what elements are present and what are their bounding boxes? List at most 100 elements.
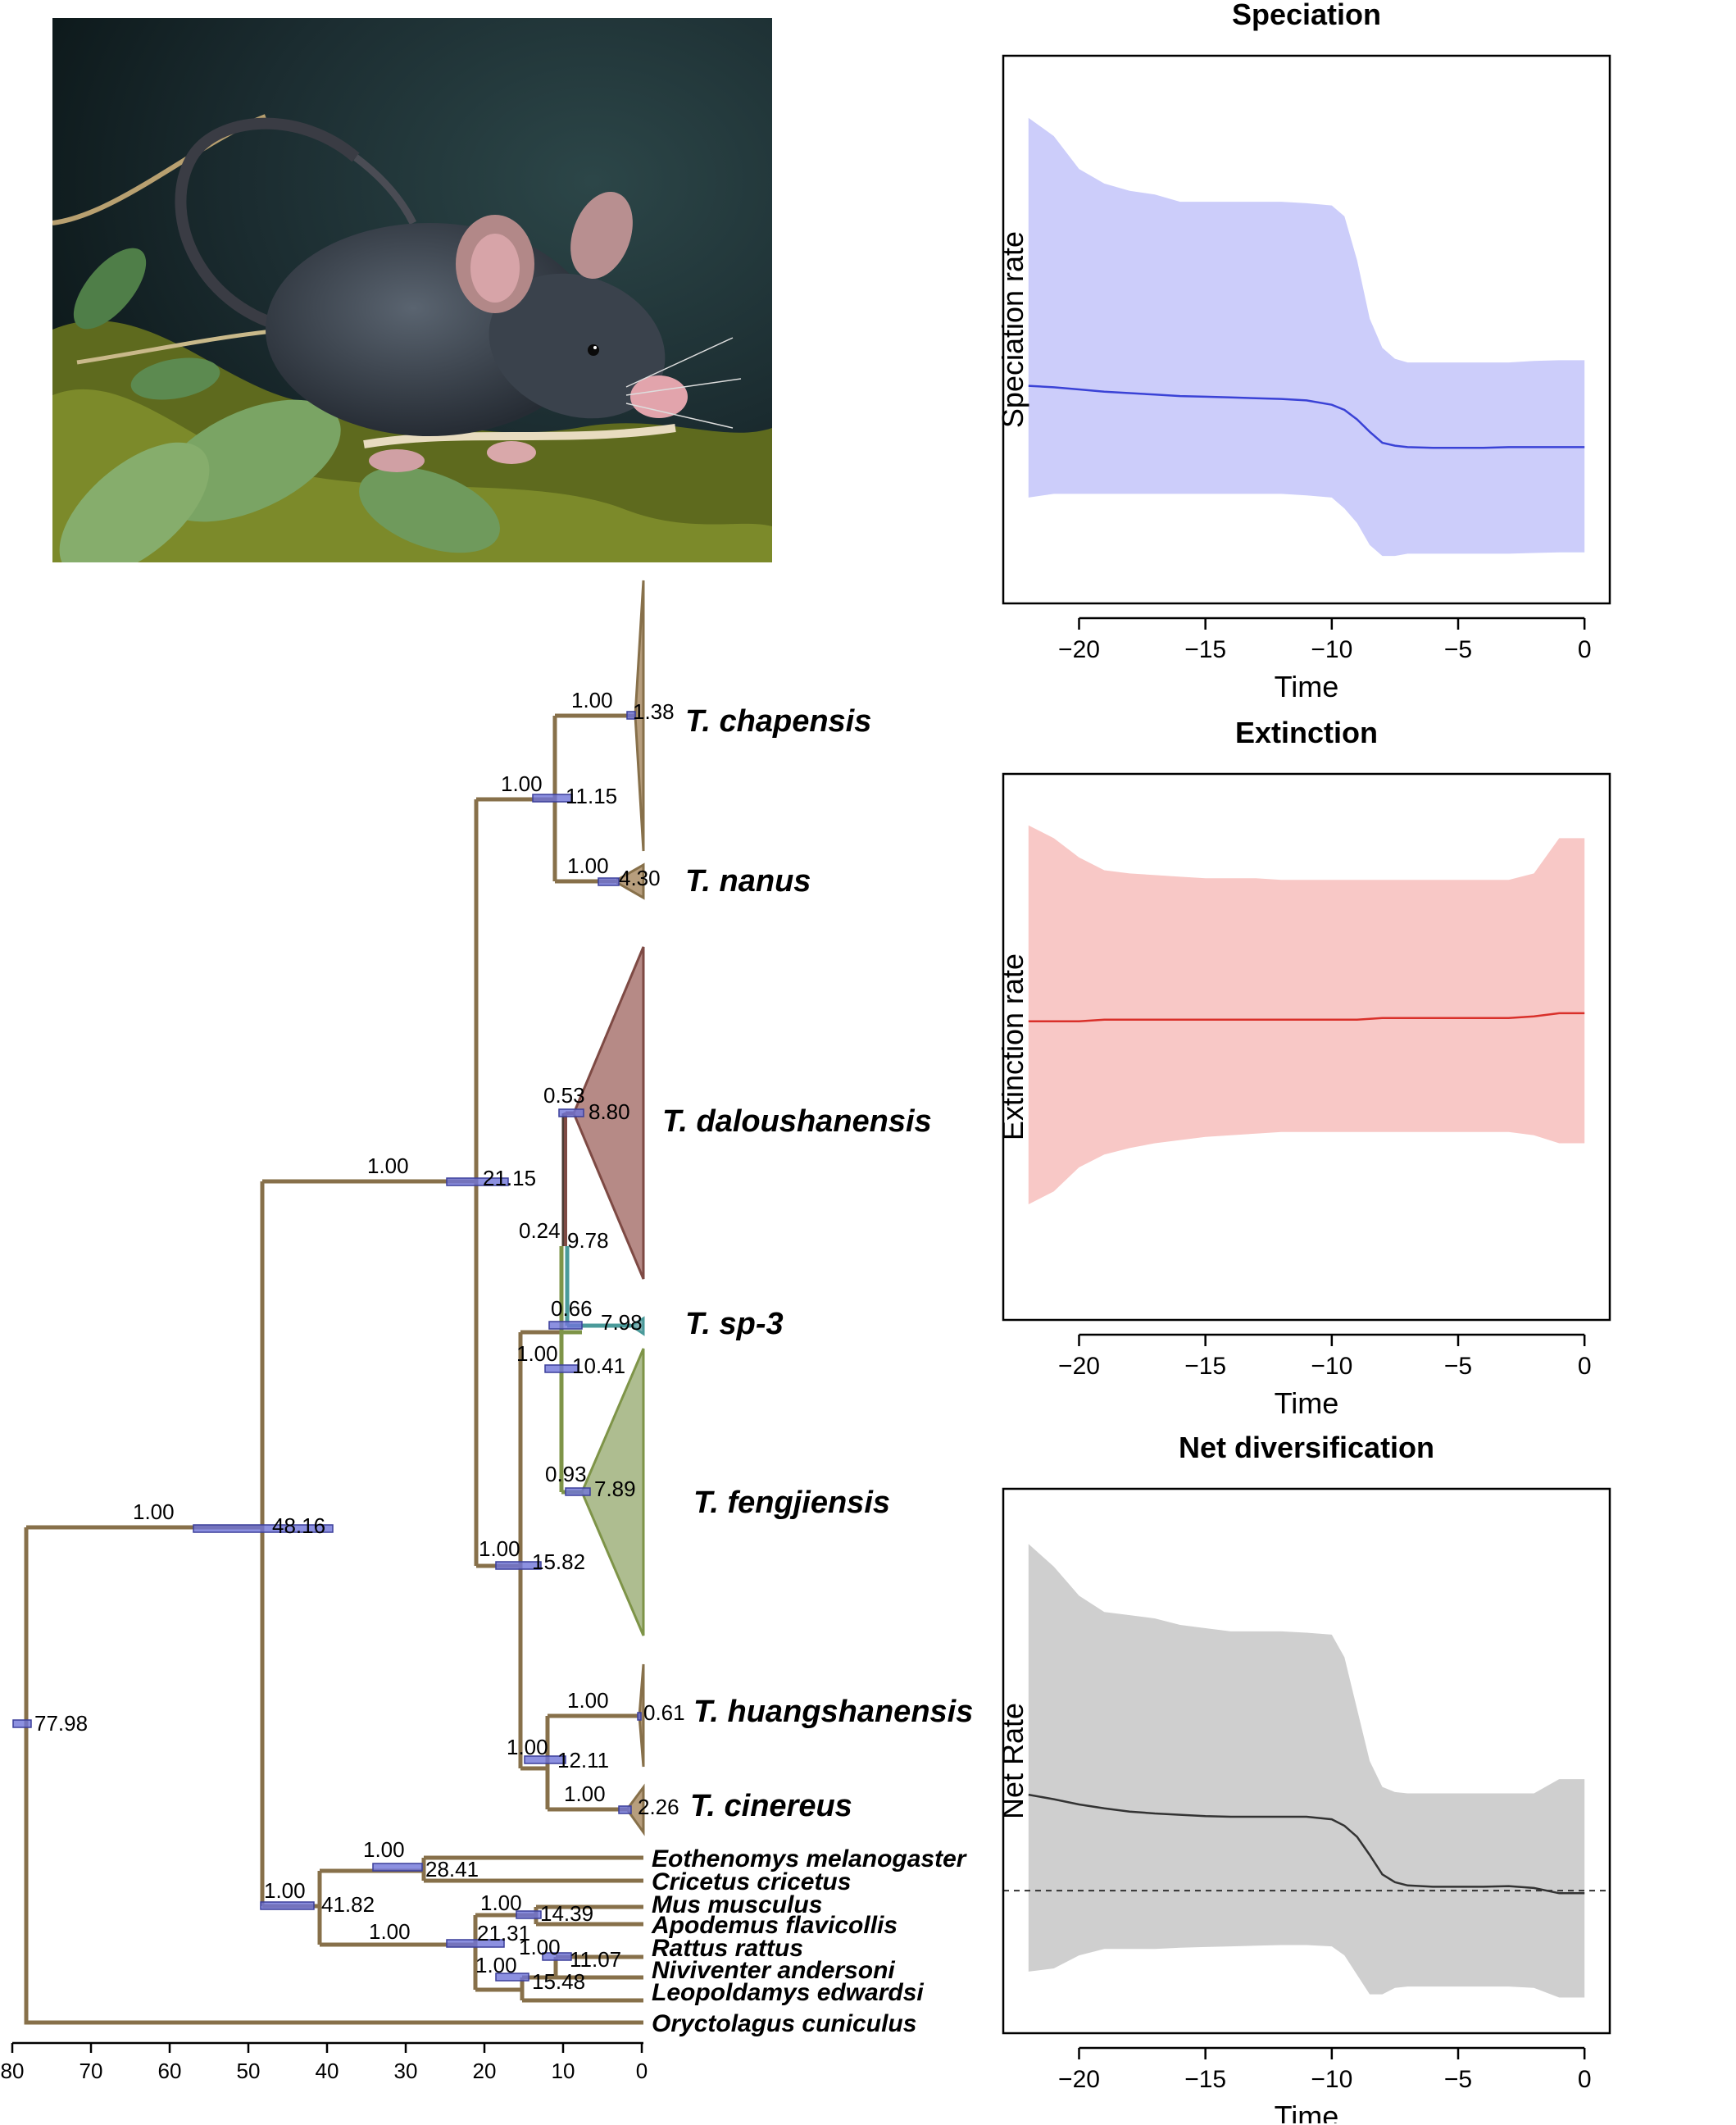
speciation-chart: −20−15−10−500.00.10.20.30.40.50.60.7Spec… <box>996 0 1611 703</box>
x-tick-label: −20 <box>1058 1353 1100 1380</box>
x-tick-label: −20 <box>1058 636 1100 663</box>
confidence-band <box>1028 1544 1585 1998</box>
x-axis-label: Time <box>1275 2100 1339 2123</box>
node-support: 1.00 <box>567 853 609 878</box>
clade-triangle-fengjiensis <box>580 1348 645 1636</box>
node-age: 77.98 <box>34 1711 88 1736</box>
node-support: 1.00 <box>133 1499 175 1524</box>
hpd-bars <box>12 711 642 1982</box>
node-age: 21.15 <box>483 1166 536 1190</box>
node-age: 9.78 <box>567 1228 609 1253</box>
node-support: 1.00 <box>475 1953 517 1977</box>
clade-name: T. cinereus <box>690 1789 852 1823</box>
node-age: 11.07 <box>570 1947 621 1972</box>
clade-triangle-sp3 <box>629 1316 645 1336</box>
taxon-name: Mus musculus <box>652 1891 822 1918</box>
tree-time-axis <box>11 2041 643 2053</box>
node-support: 0.93 <box>545 1462 587 1486</box>
x-tick-label: −10 <box>1311 1353 1352 1380</box>
x-tick-label: −10 <box>1311 636 1352 663</box>
node-age: 4.30 <box>619 866 661 890</box>
node-age: 14.39 <box>540 1901 593 1926</box>
taxon-name: Leopoldamys edwardsi <box>652 1979 924 2006</box>
extinction-chart: −20−15−10−500.000.050.100.150.200.250.30… <box>996 716 1611 1420</box>
plot-frame <box>1002 1487 1611 2035</box>
tree-axis-tick: 20 <box>473 2059 497 2083</box>
taxon-name: Apodemus flavicollis <box>651 1912 898 1939</box>
chart-title: Speciation <box>1232 0 1381 31</box>
node-support: 1.00 <box>367 1154 409 1178</box>
x-tick-label: 0 <box>1578 636 1592 663</box>
tree-axis-labels: 80 70 60 50 40 30 20 10 0 <box>1 2059 648 2083</box>
node-support: 1.00 <box>369 1919 411 1944</box>
mean-rate-line <box>1028 1012 1585 1022</box>
node-support: 1.00 <box>480 1891 522 1915</box>
node-age: 12.11 <box>557 1748 609 1772</box>
node-support: 1.00 <box>507 1735 548 1759</box>
node-age: 8.80 <box>589 1099 630 1124</box>
tree-axis-tick: 10 <box>552 2059 575 2083</box>
taxon-name: Oryctolagus cuniculus <box>652 2010 916 2037</box>
node-support: 1.00 <box>567 1688 609 1713</box>
node-support: 1.00 <box>264 1878 306 1903</box>
tree-axis-tick: 80 <box>1 2059 25 2083</box>
node-age: 28.41 <box>425 1857 479 1882</box>
clade-name: T. sp-3 <box>685 1307 784 1341</box>
tree-axis-tick: 60 <box>158 2059 182 2083</box>
node-age: 1.38 <box>633 699 675 724</box>
tree-axis-tick: 50 <box>237 2059 261 2083</box>
mean-rate-line <box>1028 1793 1585 1895</box>
node-support: 1.00 <box>571 688 613 712</box>
clade-name: T. nanus <box>685 864 811 899</box>
clade-name: T. fengjiensis <box>693 1486 890 1520</box>
clade-names: T. chapensis T. nanus T. daloushanensis … <box>662 704 973 1823</box>
clade-name: T. daloushanensis <box>662 1104 932 1139</box>
plot-frame <box>1002 54 1611 605</box>
plot-frame <box>1002 772 1611 1322</box>
x-tick-label: 0 <box>1578 1353 1592 1380</box>
node-age: 7.98 <box>601 1310 643 1335</box>
clade-triangle-daloushanensis <box>572 946 645 1280</box>
tree-axis-tick: 70 <box>80 2059 103 2083</box>
node-age: 2.26 <box>638 1795 679 1819</box>
outgroup-names: Eothenomys melanogaster Cricetus cricetu… <box>651 1845 968 2037</box>
y-axis-label: Extinction rate <box>996 953 1029 1140</box>
x-tick-label: −5 <box>1444 2066 1472 2093</box>
y-axis-label: Net Rate <box>996 1703 1029 1819</box>
node-age: 48.16 <box>272 1513 325 1538</box>
y-axis-label: Speciation rate <box>996 231 1029 428</box>
shrew-photo <box>52 18 772 562</box>
x-tick-label: −15 <box>1184 1353 1226 1380</box>
node-age: 0.61 <box>643 1700 685 1725</box>
x-tick-label: −10 <box>1311 2066 1352 2093</box>
node-support: 1.00 <box>479 1536 520 1561</box>
confidence-band <box>1028 117 1585 557</box>
x-tick-label: −15 <box>1184 636 1226 663</box>
node-support: 1.00 <box>363 1837 405 1862</box>
clade-triangle-chapensis <box>634 580 645 852</box>
net-diversification-chart: −20−15−10−50−0.20.00.20.40.6Net diversif… <box>996 1431 1611 2123</box>
node-age: 41.82 <box>321 1892 375 1917</box>
tree-branches <box>24 713 643 2025</box>
mean-rate-line <box>1028 385 1585 449</box>
node-support: 0.24 <box>519 1218 561 1243</box>
confidence-band <box>1028 825 1585 1204</box>
node-age: 11.15 <box>566 784 617 808</box>
node-support: 0.53 <box>543 1083 585 1108</box>
x-axis-label: Time <box>1275 1386 1339 1420</box>
chart-title: Net diversification <box>1179 1431 1434 1464</box>
node-age: 15.48 <box>532 1969 585 1994</box>
node-support: 1.00 <box>564 1781 606 1806</box>
node-support: 0.66 <box>551 1296 593 1321</box>
tree-axis-tick: 40 <box>316 2059 339 2083</box>
x-tick-label: −5 <box>1444 1353 1472 1380</box>
x-tick-label: −5 <box>1444 636 1472 663</box>
taxon-name: Eothenomys melanogaster <box>652 1845 968 1872</box>
node-age: 21.31 <box>477 1921 530 1945</box>
tree-axis-tick: 30 <box>394 2059 418 2083</box>
chart-title: Extinction <box>1235 716 1378 749</box>
clade-name: T. chapensis <box>685 704 871 739</box>
taxon-name: Rattus rattus <box>652 1935 803 1962</box>
node-age: 10.41 <box>572 1354 625 1378</box>
node-support: 1.00 <box>519 1935 561 1959</box>
